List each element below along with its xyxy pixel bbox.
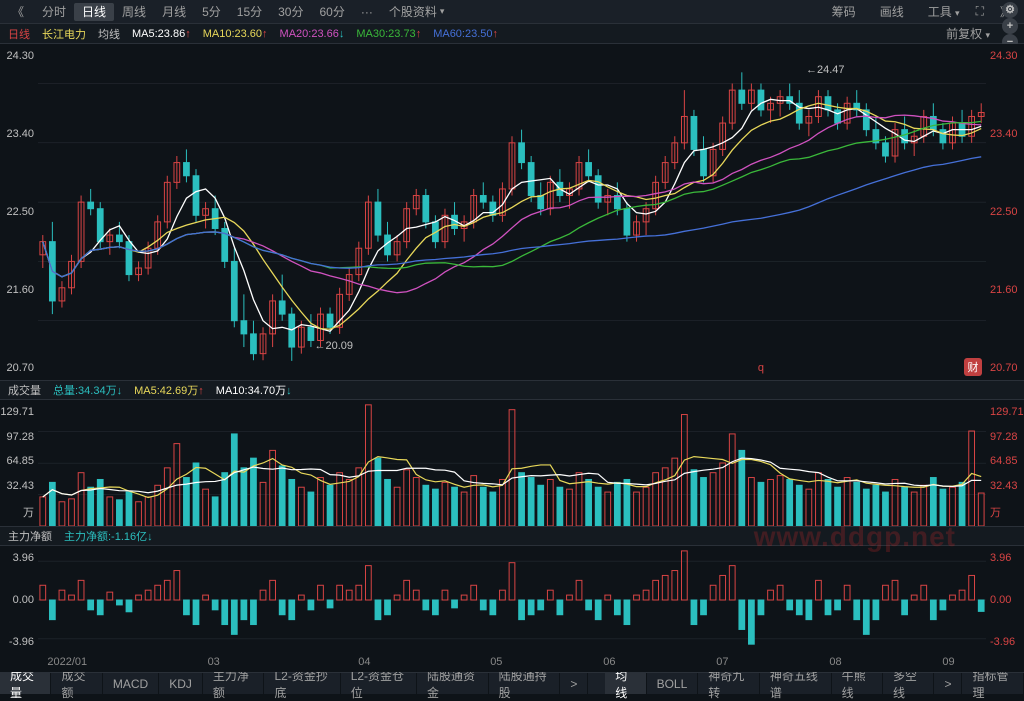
tab-L2-资金仓位[interactable]: L2-资金仓位 xyxy=(341,673,417,694)
settings-icon[interactable]: ⚙ xyxy=(1002,2,1018,18)
tab-多空线[interactable]: 多空线 xyxy=(883,673,934,694)
period-···[interactable]: ··· xyxy=(353,3,381,21)
capital-header: 主力净额 主力净额:-1.16亿↓ xyxy=(0,526,1024,546)
tab-牛熊线[interactable]: 牛熊线 xyxy=(832,673,883,694)
period-60分[interactable]: 60分 xyxy=(311,3,352,21)
dropdown-个股资料[interactable]: 个股资料 ▾ xyxy=(383,1,451,22)
indicator-item: MA60:23.50↑ xyxy=(433,28,498,40)
avg-label: 均线 xyxy=(98,26,120,42)
zoom-in-icon[interactable]: + xyxy=(1002,18,1018,34)
period-月线[interactable]: 月线 xyxy=(154,3,194,21)
indicator-tabs: 成交量成交额MACDKDJ主力净额L2-资金抄底L2-资金仓位陆股通资金陆股通持… xyxy=(0,672,1024,694)
period-15分[interactable]: 15分 xyxy=(229,3,270,21)
top-toolbar: 《 分时日线周线月线5分15分30分60分··· 多周期图 ▾个股资料 ▾诊股 … xyxy=(0,0,1024,24)
indicator-item: MA10:23.60↑ xyxy=(203,28,268,40)
indicator-item: MA10:34.70万↓ xyxy=(216,385,292,397)
capital-flow-chart[interactable]: 3.960.00-3.96 3.960.00-3.96 www.ddgp.net xyxy=(0,546,1024,654)
tab-BOLL[interactable]: BOLL xyxy=(647,673,699,694)
period-30分[interactable]: 30分 xyxy=(270,3,311,21)
tab-神奇五线谱[interactable]: 神奇五线谱 xyxy=(760,673,832,694)
tab-KDJ[interactable]: KDJ xyxy=(159,673,203,694)
tab-成交额[interactable]: 成交额 xyxy=(51,673,102,694)
tool-筹码[interactable]: 筹码 xyxy=(824,1,864,22)
tab-陆股通资金[interactable]: 陆股通资金 xyxy=(417,673,489,694)
tab-成交量[interactable]: 成交量 xyxy=(0,673,51,694)
volume-chart[interactable]: 129.7197.2864.8532.43万 129.7197.2864.853… xyxy=(0,400,1024,526)
tab-主力净额[interactable]: 主力净额 xyxy=(203,673,265,694)
tab-MACD[interactable]: MACD xyxy=(103,673,159,694)
indicator-item: 主力净额:-1.16亿↓ xyxy=(64,531,153,543)
period-日线[interactable]: 日线 xyxy=(74,3,114,21)
indicator-item: MA20:23.66↓ xyxy=(280,28,345,40)
tab-均线[interactable]: 均线 xyxy=(605,673,646,694)
main-candlestick-chart[interactable]: 24.3023.4022.5021.6020.70 24.3023.4022.5… xyxy=(0,44,1024,380)
indicator-manager-button[interactable]: 指标管理 xyxy=(962,673,1024,694)
indicator-item: MA5:23.86↑ xyxy=(132,28,191,40)
tab-陆股通持股[interactable]: 陆股通持股 xyxy=(489,673,561,694)
ma-indicator-bar: 日线 长江电力 均线 MA5:23.86↑ MA10:23.60↑ MA20:23.… xyxy=(0,24,1024,44)
tab-神奇九转[interactable]: 神奇九转 xyxy=(698,673,760,694)
capital-label: 主力净额 xyxy=(8,528,52,544)
volume-header: 成交量 总量:34.34万↓ MA5:42.69万↑ MA10:34.70万↓ xyxy=(0,380,1024,400)
price-adjust-dropdown[interactable]: 前复权 ▾ xyxy=(938,23,998,44)
period-5分[interactable]: 5分 xyxy=(194,3,229,21)
time-axis: 2022/0103040506070809 xyxy=(0,654,1024,672)
tool-画线[interactable]: 画线 xyxy=(872,1,912,22)
stock-name: 长江电力 xyxy=(42,26,86,42)
tab-more-icon[interactable]: > xyxy=(934,673,962,694)
indicator-item: 总量:34.34万↓ xyxy=(53,385,122,397)
cai-badge-icon: 财 xyxy=(964,358,982,376)
tab-more-icon[interactable]: > xyxy=(560,673,588,694)
tab-L2-资金抄底[interactable]: L2-资金抄底 xyxy=(264,673,340,694)
period-分时[interactable]: 分时 xyxy=(34,3,74,21)
back-button[interactable]: 《 xyxy=(4,1,32,22)
period-周线[interactable]: 周线 xyxy=(114,3,154,21)
kline-type-label: 日线 xyxy=(8,26,30,42)
indicator-item: MA30:23.73↑ xyxy=(356,28,421,40)
volume-label: 成交量 xyxy=(8,382,41,398)
indicator-item: MA5:42.69万↑ xyxy=(134,385,204,397)
